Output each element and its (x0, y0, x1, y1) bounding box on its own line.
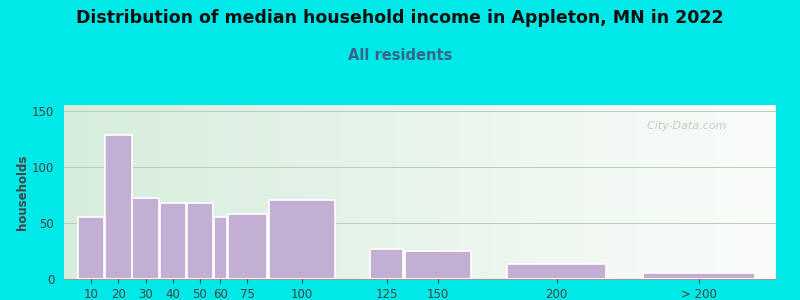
Bar (507, 264, 606, 279)
Bar (643, 273, 755, 279)
Bar (105, 135, 131, 279)
Bar (78, 217, 104, 279)
Bar (159, 203, 186, 279)
Bar (269, 200, 334, 279)
Y-axis label: households: households (16, 154, 30, 230)
Bar (132, 198, 158, 279)
Bar (228, 214, 267, 279)
Bar (370, 249, 403, 279)
Text: Distribution of median household income in Appleton, MN in 2022: Distribution of median household income … (76, 9, 724, 27)
Bar (186, 203, 213, 279)
Bar (214, 217, 227, 279)
Text: City-Data.com: City-Data.com (640, 121, 726, 131)
Text: All residents: All residents (348, 48, 452, 63)
Bar (405, 251, 470, 279)
